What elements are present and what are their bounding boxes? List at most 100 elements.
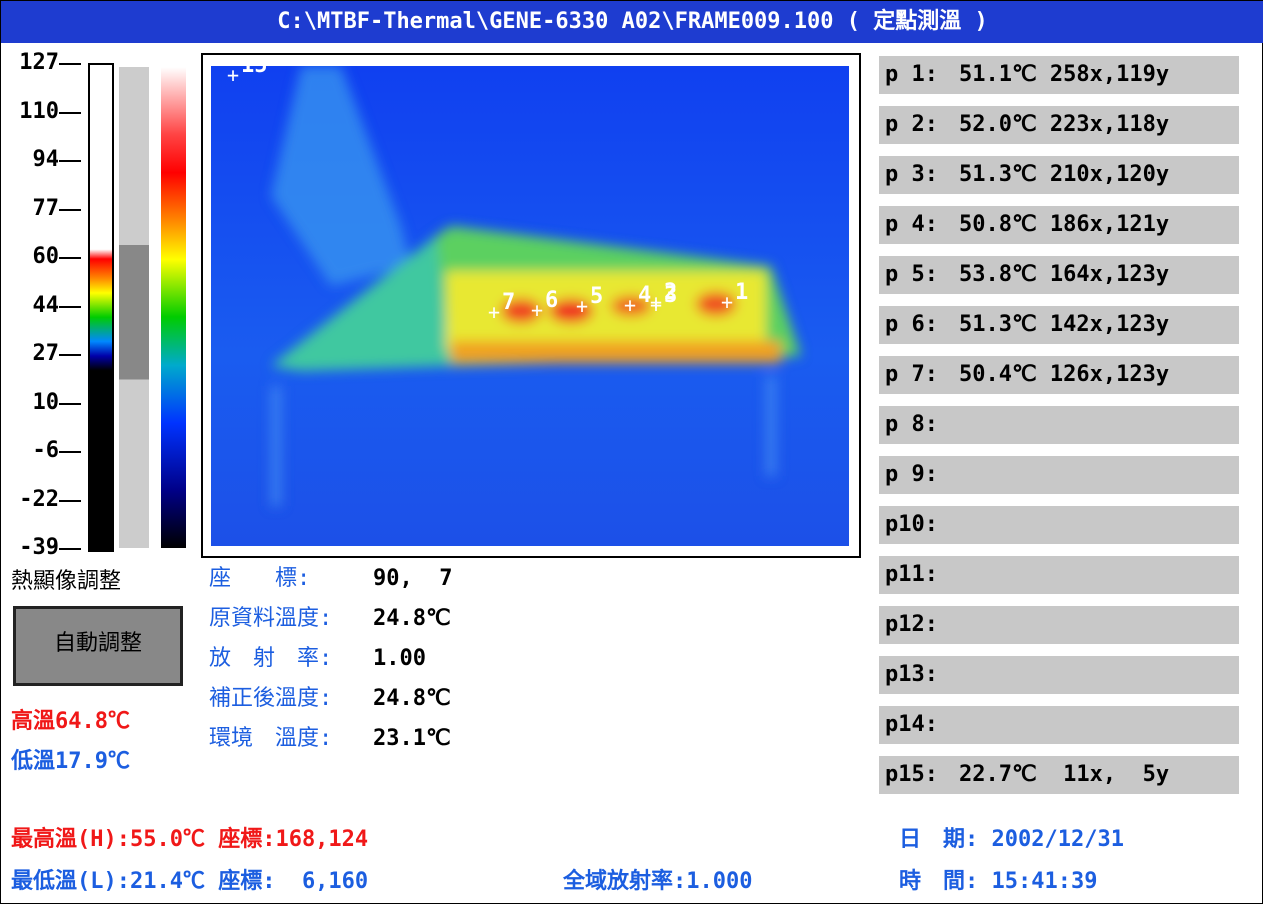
scale-tick <box>59 451 81 453</box>
max-temp: 最高溫(H):55.0℃ 座標:168,124 <box>11 827 368 853</box>
point-row: p11: <box>879 556 1239 594</box>
marker-cross: + <box>531 298 543 322</box>
point-label: p11: <box>885 562 938 588</box>
scale-tick <box>59 63 81 65</box>
point-row: p 7: 50.4℃ 126x,123y <box>879 356 1239 394</box>
scale-label: 110 <box>5 99 59 125</box>
point-label: p14: <box>885 712 938 738</box>
scale-tick <box>59 354 81 356</box>
auto-adjust-button[interactable]: 自動調整 <box>13 606 183 686</box>
point-label: p13: <box>885 662 938 688</box>
point-row: p 9: <box>879 456 1239 494</box>
point-row: p 3: 51.3℃ 210x,120y <box>879 156 1239 194</box>
readout-label: 放 射 率: <box>209 646 332 672</box>
scale-label: 127 <box>5 50 59 76</box>
point-label: p 9: <box>885 462 938 488</box>
marker-cross: + <box>488 300 500 324</box>
marker-label: 6 <box>545 288 558 313</box>
button-label: 自動調整 <box>16 631 180 657</box>
point-label: p 7: <box>885 362 938 388</box>
readout-label: 環境 溫度: <box>209 726 332 752</box>
scale-tick <box>59 500 81 502</box>
scale-tick <box>59 548 81 550</box>
thermal-window: C:\MTBF-Thermal\GENE-6330 A02\FRAME009.1… <box>0 0 1263 904</box>
readout-value: 90, 7 <box>373 566 452 592</box>
point-label: p12: <box>885 612 938 638</box>
point-row: p 4: 50.8℃ 186x,121y <box>879 206 1239 244</box>
marker-label: 3 <box>664 283 677 308</box>
point-row: p14: <box>879 706 1239 744</box>
marker-label: 5 <box>590 284 603 309</box>
scale-tick <box>59 257 81 259</box>
scale-label: 10 <box>5 390 59 416</box>
point-row: p 2: 52.0℃ 223x,118y <box>879 106 1239 144</box>
emissivity: 全域放射率:1.000 <box>563 869 752 895</box>
scale-label: 44 <box>5 293 59 319</box>
point-label: p 2: <box>885 112 938 138</box>
marker-label: 4 <box>638 283 651 308</box>
point-row: p10: <box>879 506 1239 544</box>
point-label: p 3: <box>885 162 938 188</box>
marker-cross: + <box>576 294 588 318</box>
point-row: p 5: 53.8℃ 164x,123y <box>879 256 1239 294</box>
point-reading: 51.1℃ 258x,119y <box>959 62 1169 88</box>
high-temp: 高溫64.8℃ <box>11 709 130 735</box>
point-row: p 6: 51.3℃ 142x,123y <box>879 306 1239 344</box>
point-reading: 51.3℃ 142x,123y <box>959 312 1169 338</box>
point-label: p 4: <box>885 212 938 238</box>
date: 日 期: 2002/12/31 <box>899 827 1124 853</box>
point-reading: 51.3℃ 210x,120y <box>959 162 1169 188</box>
scale-label: -6 <box>5 438 59 464</box>
point-label: p 8: <box>885 412 938 438</box>
title-bar: C:\MTBF-Thermal\GENE-6330 A02\FRAME009.1… <box>1 1 1263 43</box>
palette-bar <box>161 67 186 548</box>
time: 時 間: 15:41:39 <box>899 869 1097 895</box>
scale-label: -39 <box>5 535 59 561</box>
readout-label: 原資料溫度: <box>209 606 332 632</box>
point-reading: 52.0℃ 223x,118y <box>959 112 1169 138</box>
scale-tick <box>59 403 81 405</box>
scale-label: 77 <box>5 196 59 222</box>
readout-value: 24.8℃ <box>373 686 451 712</box>
marker-cross: + <box>227 66 239 87</box>
scale-label: -22 <box>5 487 59 513</box>
point-label: p15: <box>885 762 938 788</box>
scale-bar-black <box>88 63 114 552</box>
point-label: p 6: <box>885 312 938 338</box>
point-label: p 5: <box>885 262 938 288</box>
readout-value: 24.8℃ <box>373 606 451 632</box>
scale-label: 94 <box>5 147 59 173</box>
point-row: p 8: <box>879 406 1239 444</box>
min-temp: 最低溫(L):21.4℃ 座標: 6,160 <box>11 869 368 895</box>
point-label: p10: <box>885 512 938 538</box>
scale-bar-gray <box>119 67 149 548</box>
title: C:\MTBF-Thermal\GENE-6330 A02\FRAME009.1… <box>1 9 1263 35</box>
point-reading: 50.8℃ 186x,121y <box>959 212 1169 238</box>
low-temp: 低溫17.9℃ <box>11 749 130 775</box>
readout-label: 補正後溫度: <box>209 686 332 712</box>
point-row: p13: <box>879 656 1239 694</box>
readout-label: 座 標: <box>209 566 310 592</box>
point-row: p12: <box>879 606 1239 644</box>
readout-value: 23.1℃ <box>373 726 451 752</box>
point-reading: 50.4℃ 126x,123y <box>959 362 1169 388</box>
marker-label: 7 <box>502 290 515 315</box>
point-row: p 1: 51.1℃ 258x,119y <box>879 56 1239 94</box>
scale-label: 27 <box>5 341 59 367</box>
point-label: p 1: <box>885 62 938 88</box>
marker-cross: + <box>721 290 733 314</box>
scale-tick <box>59 306 81 308</box>
readout-value: 1.00 <box>373 646 426 672</box>
scale-label: 60 <box>5 244 59 270</box>
marker-label: 15 <box>241 66 268 78</box>
marker-label: 1 <box>735 280 748 305</box>
marker-cross: + <box>624 293 636 317</box>
point-row: p15: 22.7℃ 11x, 5y <box>879 756 1239 794</box>
point-reading: 53.8℃ 164x,123y <box>959 262 1169 288</box>
scale-tick <box>59 209 81 211</box>
thermal-image: +1+2+3+4+5+6+7+15 <box>211 66 849 546</box>
adjust-heading: 熱顯像調整 <box>11 569 121 595</box>
point-reading: 22.7℃ 11x, 5y <box>959 762 1169 788</box>
scale-tick <box>59 112 81 114</box>
scale-tick <box>59 160 81 162</box>
